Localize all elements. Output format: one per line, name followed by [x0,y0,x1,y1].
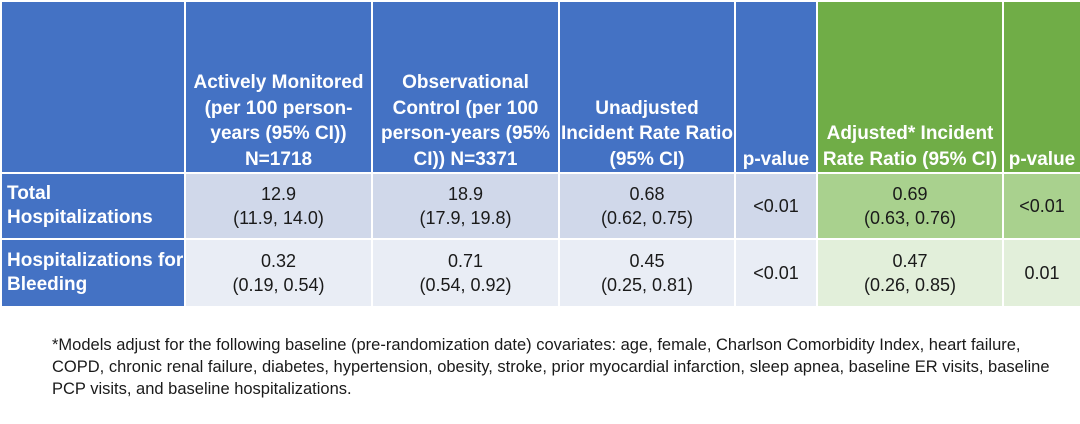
active-rate-ci: (11.9, 14.0) [233,208,324,228]
unadjusted-irr-cell: 0.68 (0.62, 0.75) [558,172,736,240]
unadjusted-p-value: <0.01 [734,238,818,308]
adjusted-irr-ci: (0.26, 0.85) [863,275,957,295]
unadjusted-irr-cell: 0.45 (0.25, 0.81) [558,238,736,308]
adjusted-p-value: 0.01 [1002,238,1080,308]
header-unadjusted-irr: Unadjusted Incident Rate Ratio (95% CI) [558,0,736,174]
control-rate-cell: 18.9 (17.9, 19.8) [371,172,560,240]
adjusted-irr-estimate: 0.47 [892,251,928,271]
adjusted-irr-cell: 0.47 (0.26, 0.85) [816,238,1004,308]
control-rate-cell: 0.71 (0.54, 0.92) [371,238,560,308]
unadjusted-irr-estimate: 0.45 [629,251,665,271]
adjusted-irr-cell: 0.69 (0.63, 0.76) [816,172,1004,240]
header-empty-cell [0,0,186,174]
active-rate-cell: 0.32 (0.19, 0.54) [184,238,373,308]
table-row-total-hospitalizations: Total Hospitalizations 12.9 (11.9, 14.0)… [0,172,1080,240]
control-rate-ci: (17.9, 19.8) [419,208,512,228]
unadjusted-irr-ci: (0.62, 0.75) [600,208,694,228]
header-p-value-adjusted: p-value [1002,0,1080,174]
active-rate-ci: (0.19, 0.54) [232,275,325,295]
row-label: Total Hospitalizations [0,172,186,240]
header-p-value-unadjusted: p-value [734,0,818,174]
active-rate-cell: 12.9 (11.9, 14.0) [184,172,373,240]
footnote: *Models adjust for the following baselin… [52,336,1050,398]
control-rate-estimate: 18.9 [447,184,484,204]
adjusted-irr-ci: (0.63, 0.76) [863,208,957,228]
adjusted-p-value: <0.01 [1002,172,1080,240]
header-actively-monitored: Actively Monitored (per 100 person-years… [184,0,373,174]
header-adjusted-irr: Adjusted* Incident Rate Ratio (95% CI) [816,0,1004,174]
header-observational-control: Observational Control (per 100 person-ye… [371,0,560,174]
unadjusted-irr-ci: (0.25, 0.81) [600,275,694,295]
results-table: Actively Monitored (per 100 person-years… [0,0,1080,308]
row-label: Hospitalizations for Bleeding [0,238,186,308]
unadjusted-p-value: <0.01 [734,172,818,240]
header-row: Actively Monitored (per 100 person-years… [0,0,1080,174]
adjusted-irr-estimate: 0.69 [892,184,928,204]
table-row-hospitalizations-for-bleeding: Hospitalizations for Bleeding 0.32 (0.19… [0,238,1080,308]
control-rate-estimate: 0.71 [447,251,484,271]
unadjusted-irr-estimate: 0.68 [629,184,665,204]
active-rate-estimate: 0.32 [260,251,297,271]
active-rate-estimate: 12.9 [260,184,297,204]
control-rate-ci: (0.54, 0.92) [419,275,512,295]
